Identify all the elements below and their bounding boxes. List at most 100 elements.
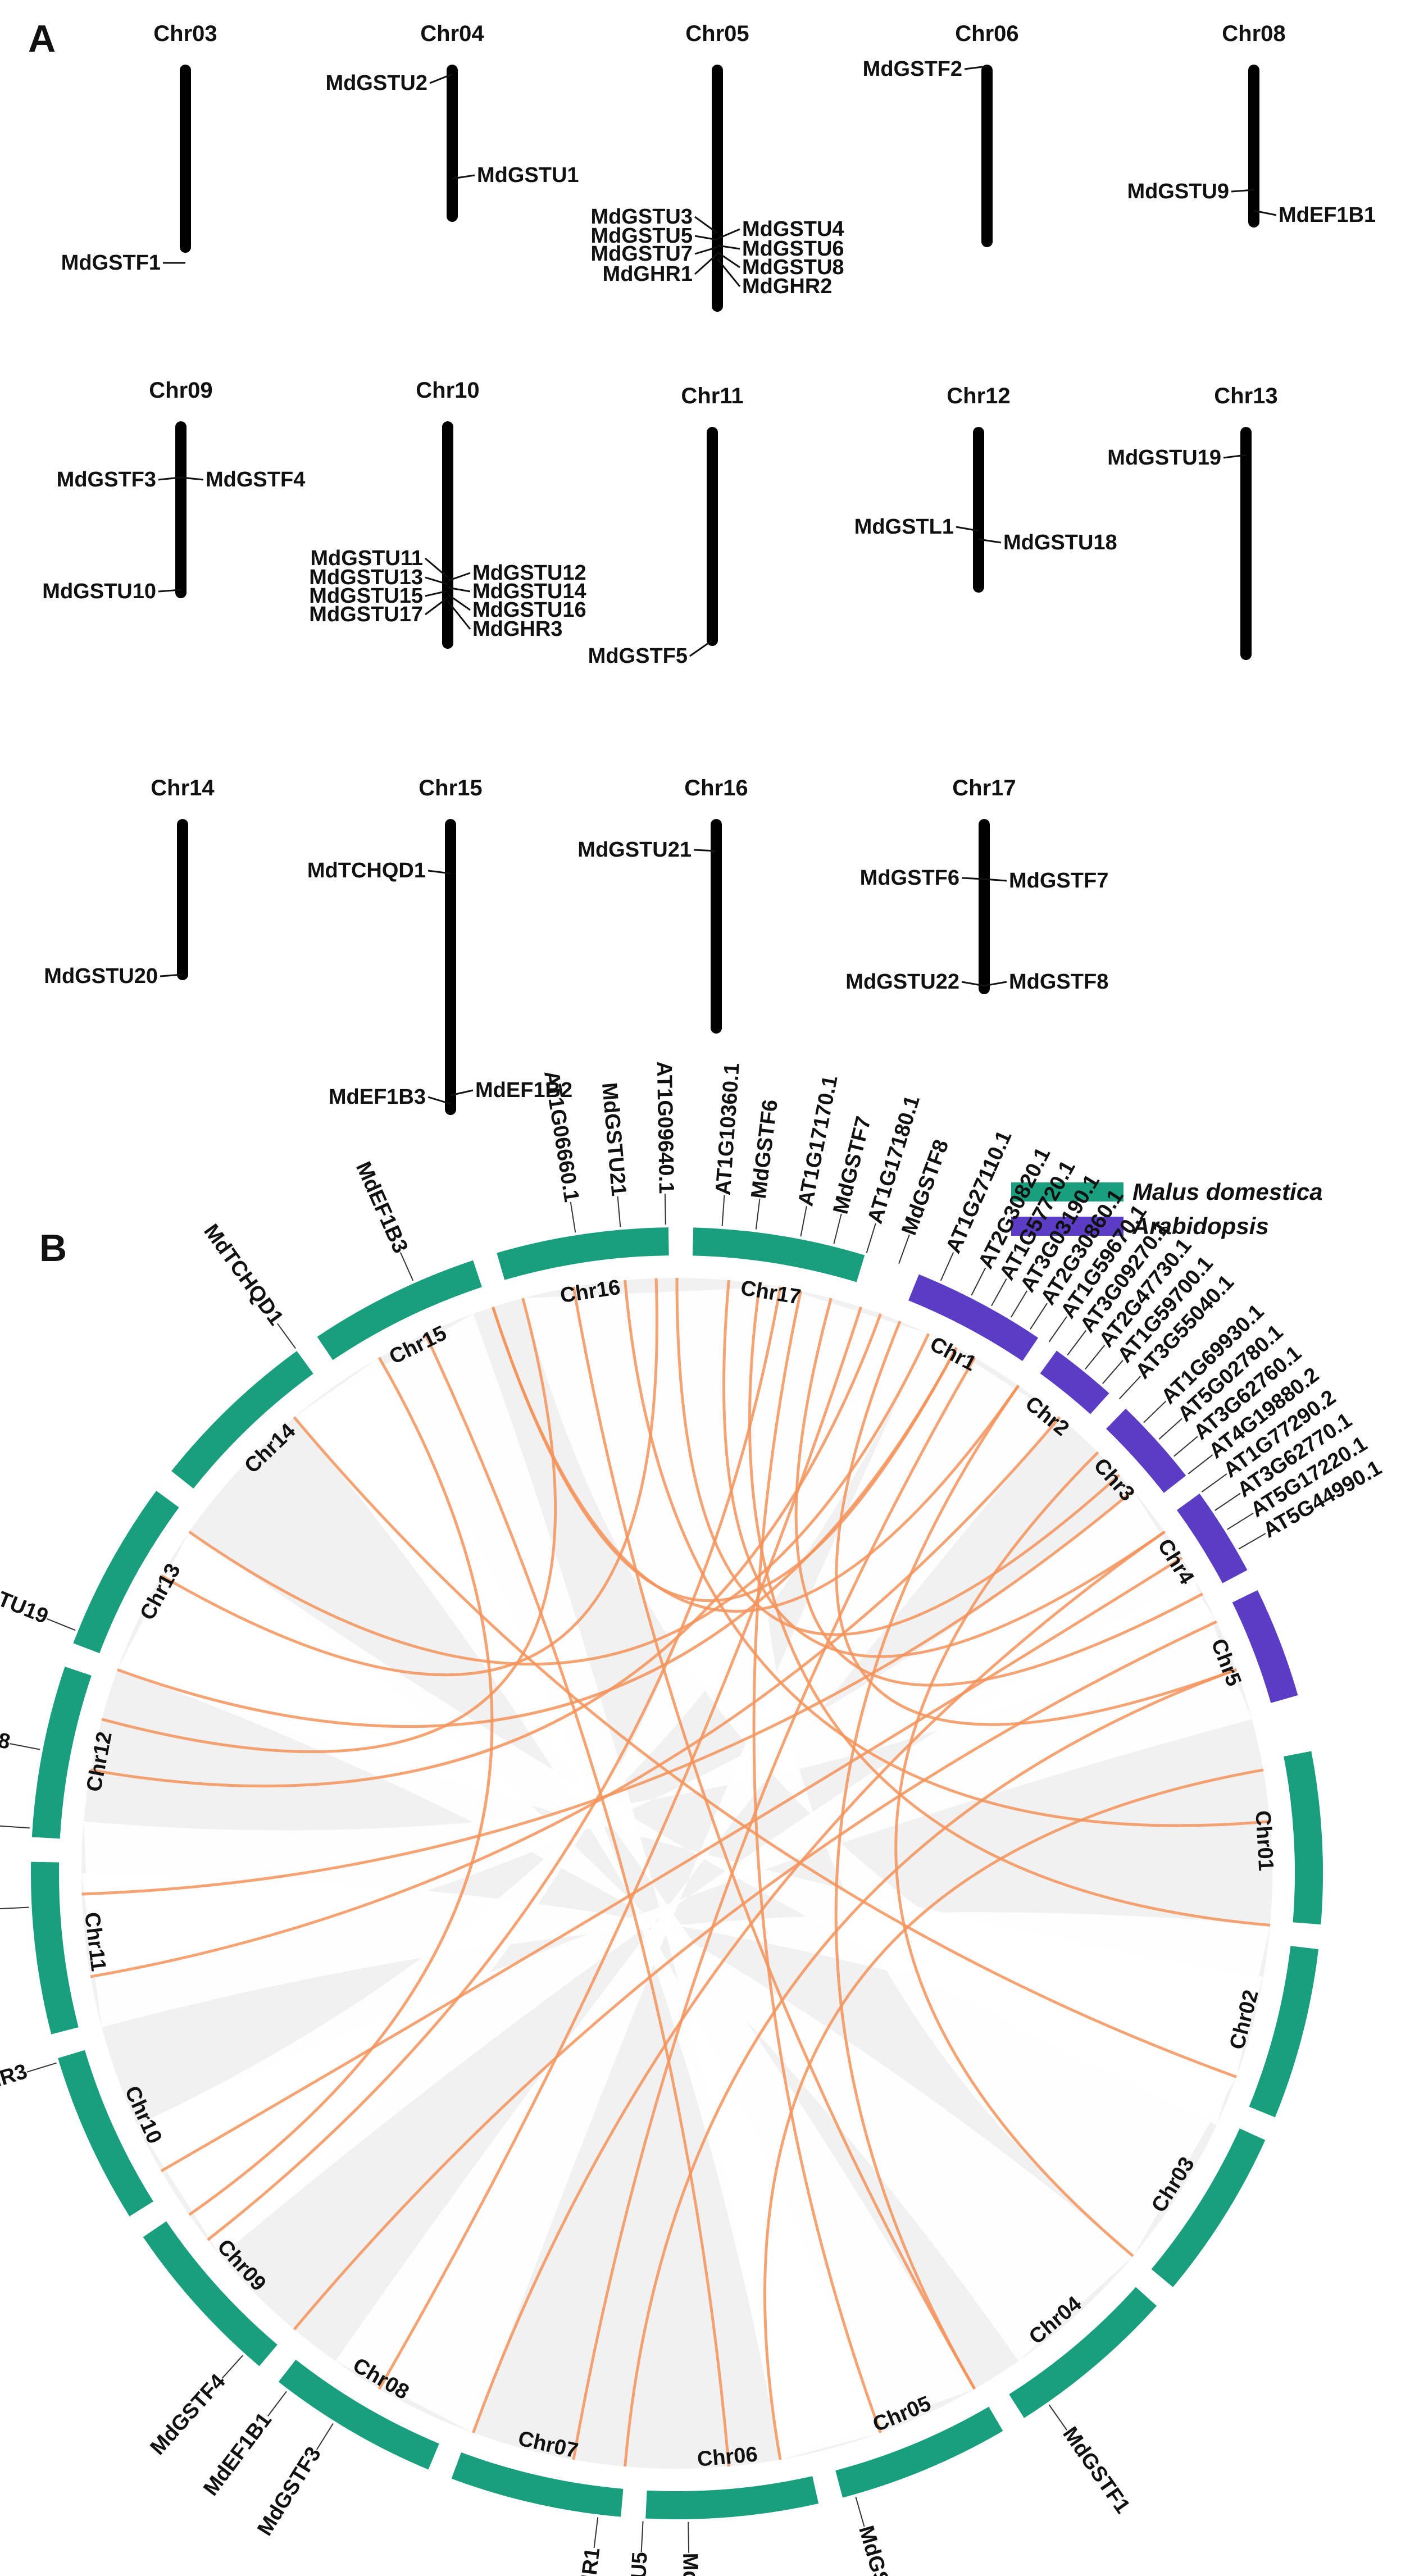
panel-b-label: B: [39, 1227, 67, 1269]
gene-marker-line: [717, 251, 740, 268]
label-connector: [898, 1234, 910, 1264]
gene-marker-line: [978, 538, 1002, 544]
chromosome-chr12: Chr12 MdGSTL1 MdGSTU18: [854, 384, 1117, 593]
gene-label: MdGSTU8: [742, 256, 844, 279]
background-ribbon: [81, 1873, 1270, 2077]
label-connector: [971, 1267, 986, 1296]
label-connector: [0, 1825, 30, 1829]
label-connector: [46, 1618, 76, 1631]
background-ribbon: [335, 1333, 1060, 2433]
gene-label: MdGSTU18: [1003, 531, 1117, 554]
gene-label: MdGSTU2: [325, 71, 427, 95]
malus-chromosome-arc: [1284, 1751, 1323, 1925]
gene-marker-line: [425, 557, 448, 579]
gene-label: MdGSTL1: [854, 515, 954, 539]
gene-label: MdGSTF3: [57, 468, 156, 491]
ortholog-link: [377, 1307, 862, 2390]
chromosome-bar: [442, 421, 453, 649]
gene-marker-line: [716, 258, 741, 287]
ortholog-link: [424, 1333, 730, 2467]
chromosome-label: Chr11: [681, 384, 743, 408]
malus-chromosome-arc: [451, 2452, 624, 2517]
chromosome-bar: [1248, 65, 1259, 227]
chromosome-label: Chr12: [947, 384, 1010, 408]
gene-marker-line: [425, 597, 448, 616]
label-connector: [316, 2423, 334, 2450]
ortholog-link: [624, 1668, 1237, 2467]
panel-a-label: A: [28, 17, 56, 60]
chromosome-map: Chr03 MdGSTF1 Chr04 MdGSTU2 MdGSTU1 Chr05 MdGS…: [42, 21, 1376, 1115]
gene-label: MdEF1B1: [1279, 203, 1376, 227]
label-connector: [593, 2517, 599, 2548]
ortholog-link: [748, 1283, 1271, 1927]
chromosome-label: Chr14: [151, 776, 215, 800]
chromosome-chr16: Chr16 MdGSTU21: [577, 776, 748, 1034]
chromosome-chr08: Chr08 MdGSTU9 MdEF1B1: [1127, 21, 1376, 227]
label-connector: [1188, 1454, 1213, 1474]
chromosome-bar: [707, 427, 718, 646]
label-connector: [855, 2496, 865, 2527]
ortholog-link: [160, 1556, 1183, 2173]
gene-label: MdGSTU22: [845, 970, 959, 994]
ortholog-link: [188, 1333, 930, 1666]
gene-label: MdGSTF8: [1009, 970, 1108, 994]
label-connector: [1085, 1345, 1106, 1370]
gene-marker-line: [158, 589, 181, 593]
gene-marker-line: [1223, 454, 1247, 459]
label-connector: [1226, 1512, 1254, 1530]
gene-marker-line: [717, 244, 740, 250]
chromosome-label: Chr03: [153, 21, 217, 46]
chromosome-chr14: Chr14 MdGSTU20: [44, 776, 215, 988]
label-connector: [570, 1201, 576, 1233]
chromosome-label: Chr08: [1222, 21, 1285, 46]
label-connector: [1158, 1418, 1182, 1440]
chromosome-label: Chr10: [416, 378, 479, 403]
ortholog-link: [572, 1286, 976, 2390]
chromosome-label: Chr06: [955, 21, 1018, 46]
gene-label: MdGSTF7: [1009, 869, 1108, 893]
chromosome-chr13: Chr13 MdGSTU19: [1107, 384, 1278, 660]
gene-marker-line: [717, 228, 740, 240]
ortholog-link: [90, 1416, 1061, 1978]
chromosome-label: Chr17: [952, 776, 1016, 800]
malus-chromosome-arc: [1151, 2128, 1266, 2287]
chromosome-bar: [445, 819, 456, 1115]
gene-marker-line: [984, 878, 1007, 882]
chromosome-bar: [981, 65, 993, 247]
arabidopsis-chromosome-arc: [1232, 1590, 1298, 1703]
gene-label: MdGSTU7: [590, 242, 693, 266]
arabidopsis-chromosome-arc: [1176, 1494, 1248, 1583]
malus-chromosome-arc: [171, 1351, 313, 1489]
ortholog-link: [293, 1620, 1217, 2331]
gene-label: MdGSTF5: [588, 644, 688, 668]
gene-label: MdGSTU4: [678, 2552, 703, 2576]
ortholog-link: [81, 1489, 1134, 1896]
chromosome-bar: [1240, 427, 1252, 660]
chromosome-label: Chr04: [420, 21, 484, 46]
label-connector: [721, 1195, 725, 1226]
gene-marker-line: [447, 572, 471, 582]
label-connector: [0, 1906, 29, 1910]
gene-marker-line: [158, 476, 181, 481]
gene-marker-line: [961, 981, 985, 987]
chromosome-chr15: Chr15 MdTCHQD1 MdEF1B3 MdEF1B2: [307, 776, 572, 1115]
gene-label: MdGSTU12: [472, 561, 586, 585]
gene-marker-line: [429, 73, 453, 84]
ortholog-link: [722, 1280, 1166, 1658]
gene-label: MdGSTF1: [61, 251, 161, 275]
malus-chromosome-arc: [58, 2050, 153, 2217]
label-connector: [1067, 1330, 1086, 1356]
gene-label: MdEF1B3: [329, 1085, 426, 1109]
background-ribbon: [137, 1576, 1252, 2256]
gene-label: MdGHR1: [603, 262, 693, 286]
panel-b: B Malus domestica Arabidopsis Chr1Chr2Ch…: [0, 1061, 1386, 2576]
chromosome-label: Chr16: [684, 776, 748, 800]
gene-label: MdGSTU6: [742, 237, 844, 261]
label-connector: [866, 1223, 876, 1253]
ortholog-link: [894, 1451, 1134, 2258]
malus-chromosome-arc: [692, 1227, 865, 1282]
ortholog-link: [117, 1346, 958, 1728]
label-connector: [1143, 1400, 1167, 1423]
malus-chromosome-arc: [278, 2359, 439, 2470]
chromosome-bar: [979, 819, 990, 994]
